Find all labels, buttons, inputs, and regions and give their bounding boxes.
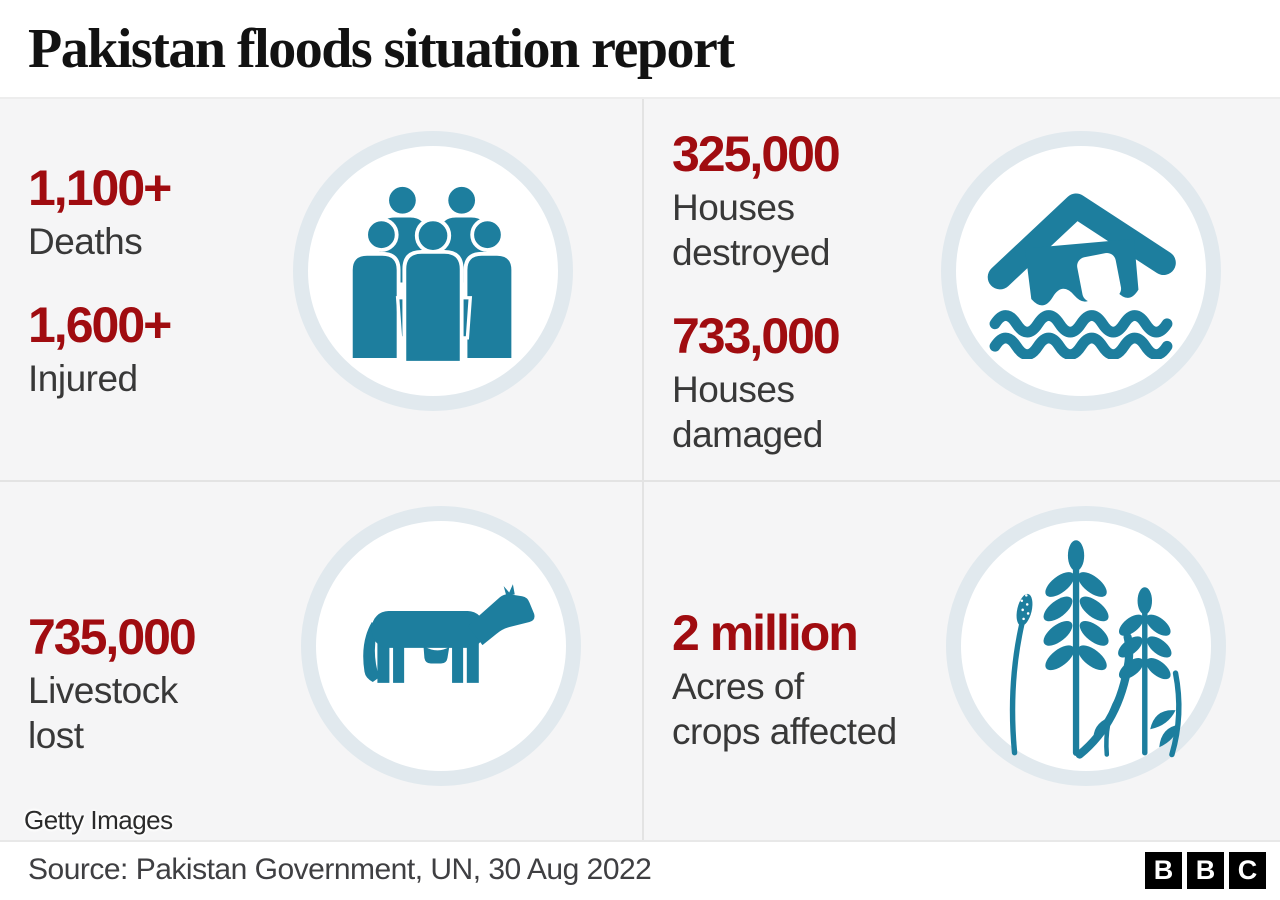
icon-circle [293, 131, 573, 411]
cow-icon [363, 584, 535, 683]
stat-value: 2 million [672, 605, 859, 661]
icon-circle [301, 506, 581, 786]
stat-houses-destroyed: 325,000 Houses destroyed [672, 126, 841, 275]
stat-label: Injured [28, 358, 138, 400]
card-livestock: 735,000 Livestock lost [0, 482, 642, 840]
stat-value: 1,100+ [28, 160, 172, 216]
stat-label: Houses damaged [672, 369, 823, 456]
stat-livestock-lost: 735,000 Livestock lost [28, 609, 197, 758]
photo-credit: Getty Images [24, 805, 173, 835]
stats-grid: 1,100+ Deaths 1,600+ Injured [0, 97, 1280, 842]
stat-injured: 1,600+ Injured [28, 297, 172, 401]
wheat-crops-icon [1009, 540, 1182, 759]
houses-stats: 325,000 Houses destroyed 733,000 Houses … [672, 99, 841, 458]
source-text: Source: Pakistan Government, UN, 30 Aug … [28, 853, 652, 886]
stat-label: Acres of crops affected [672, 666, 897, 753]
casualties-stats: 1,100+ Deaths 1,600+ Injured [28, 99, 172, 401]
card-houses: 325,000 Houses destroyed 733,000 Houses … [644, 99, 1280, 480]
stat-value: 325,000 [672, 126, 841, 182]
people-group-icon [348, 186, 516, 365]
header: Pakistan floods situation report [0, 0, 1280, 97]
stat-houses-damaged: 733,000 Houses damaged [672, 308, 841, 457]
bbc-logo: B B C [1145, 851, 1266, 889]
card-crops: 2 million Acres of crops affected [644, 482, 1280, 840]
livestock-stats: 735,000 Livestock lost [28, 482, 197, 758]
stat-crops-affected: 2 million Acres of crops affected [672, 606, 897, 754]
stat-value: 735,000 [28, 609, 197, 665]
card-casualties: 1,100+ Deaths 1,600+ Injured [0, 99, 642, 480]
stat-label: Livestock lost [28, 670, 178, 757]
icon-circle [941, 131, 1221, 411]
stat-deaths: 1,100+ Deaths [28, 160, 172, 264]
bbc-logo-block: B [1187, 851, 1224, 889]
stat-value: 1,600+ [28, 297, 172, 354]
stat-label: Houses destroyed [672, 187, 830, 274]
crops-stats: 2 million Acres of crops affected [672, 482, 897, 754]
icon-circle [946, 506, 1226, 786]
bbc-logo-block: C [1229, 851, 1266, 889]
bbc-logo-block: B [1145, 851, 1182, 889]
flooded-house-icon [987, 193, 1176, 359]
page-title: Pakistan floods situation report [28, 17, 735, 80]
stat-label: Deaths [28, 221, 143, 262]
footer: Source: Pakistan Government, UN, 30 Aug … [0, 842, 1280, 898]
stat-value: 733,000 [672, 308, 841, 365]
